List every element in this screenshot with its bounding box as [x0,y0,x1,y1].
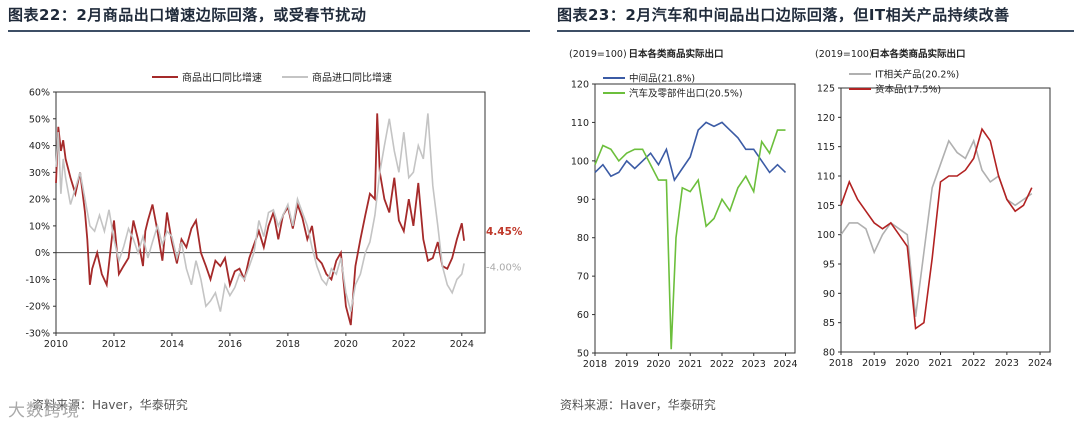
right-a-series-line-1 [594,121,787,183]
right-b-ytick-label: 85 [823,318,835,329]
right-a-series-line-2 [594,129,786,350]
left-ytick-label: 0% [35,248,50,259]
left-title-rule [8,30,530,32]
right-a-unit-label: (2019=100) [569,49,627,60]
right-b-ytick-label: 90 [823,289,835,300]
right-a-xtick-label: 2018 [583,359,607,370]
left-source-note: 资料来源：Haver，华泰研究 [32,398,188,412]
right-source-note: 资料来源：Haver，华泰研究 [560,398,716,412]
right-a-ytick-label: 90 [577,195,589,206]
right-a-xtick-label: 2022 [710,359,734,370]
right-b-unit-label: (2019=100) [815,49,873,60]
left-series-line-2 [55,113,465,312]
right-b-ytick-label: 115 [817,142,835,153]
right-a-ytick-label: 110 [571,118,589,129]
left-ytick-label: -10% [25,275,50,286]
right-a-xtick-label: 2019 [615,359,639,370]
left-import-end-label: -4.00% [486,262,521,273]
left-xtick-label: 2022 [392,339,416,350]
right-b-xtick-label: 2021 [928,358,952,369]
left-ytick-label: 10% [29,221,50,232]
left-ytick-label: -30% [25,329,50,340]
right-b-series-line-1 [840,138,1033,317]
left-xtick-label: 2010 [44,339,68,350]
right-a-xtick-label: 2021 [678,359,702,370]
right-b-xtick-label: 2023 [995,358,1019,369]
right-b-xtick-label: 2022 [962,358,986,369]
right-a-legend-label: 中间品(21.8%) [629,73,695,85]
right-a-ytick-label: 100 [571,156,589,167]
left-xtick-label: 2012 [102,339,126,350]
right-b-legend-label: IT相关产品(20.2%) [875,69,959,81]
right-b-ytick-label: 95 [823,260,835,271]
right-b-ytick-label: 120 [817,113,835,124]
right-a-ytick-label: 60 [577,310,589,321]
left-ytick-label: 20% [29,195,50,206]
right-a-ytick-label: 70 [577,272,589,283]
right-b-legend-label: 资本品(17.5%) [875,84,941,96]
right-a-ytick-label: 120 [571,80,589,91]
left-ytick-label: 60% [29,88,50,99]
left-ytick-label: 50% [29,114,50,125]
right-panel-title: 图表23：2月汽车和中间品出口边际回落，但IT相关产品持续改善 [557,6,1010,24]
left-xtick-label: 2020 [334,339,358,350]
right-b-series-line-2 [840,127,1033,330]
right-b-ytick-label: 105 [817,201,835,212]
right-a-plot-frame [594,83,796,354]
left-export-end-label: 4.45% [486,226,523,238]
right-b-ytick-label: 100 [817,230,835,241]
left-plot-frame [55,91,486,334]
right-a-ytick-label: 80 [577,233,589,244]
right-b-xtick-label: 2018 [829,358,853,369]
left-xtick-label: 2018 [276,339,300,350]
right-a-xtick-label: 2020 [646,359,670,370]
right-b-ytick-label: 125 [817,84,835,95]
left-xtick-label: 2016 [218,339,242,350]
left-xtick-label: 2024 [450,339,474,350]
right-a-chart-title: 日本各类商品实际出口 [628,48,723,60]
right-b-xtick-label: 2020 [895,358,919,369]
right-b-plot-frame [840,87,1051,353]
right-a-xtick-label: 2024 [773,359,797,370]
left-ytick-label: -20% [25,302,50,313]
right-a-ytick-label: 50 [577,349,589,360]
right-b-chart-title: 日本各类商品实际出口 [870,48,965,60]
left-legend-label: 商品进口同比增速 [312,71,392,84]
right-a-legend-label: 汽车及零部件出口(20.5%) [629,88,743,100]
left-ytick-label: 40% [29,141,50,152]
left-ytick-label: 30% [29,168,50,179]
right-b-xtick-label: 2019 [862,358,886,369]
right-a-xtick-label: 2023 [742,359,766,370]
right-b-ytick-label: 80 [823,348,835,359]
watermark-logo: 大数跨境 [8,401,80,421]
left-legend-label: 商品出口同比增速 [182,71,262,84]
right-b-xtick-label: 2024 [1028,358,1052,369]
left-panel-title: 图表22：2月商品出口增速边际回落，或受春节扰动 [8,6,367,24]
right-b-ytick-label: 110 [817,172,835,183]
right-title-rule [557,30,1074,32]
left-xtick-label: 2014 [160,339,184,350]
